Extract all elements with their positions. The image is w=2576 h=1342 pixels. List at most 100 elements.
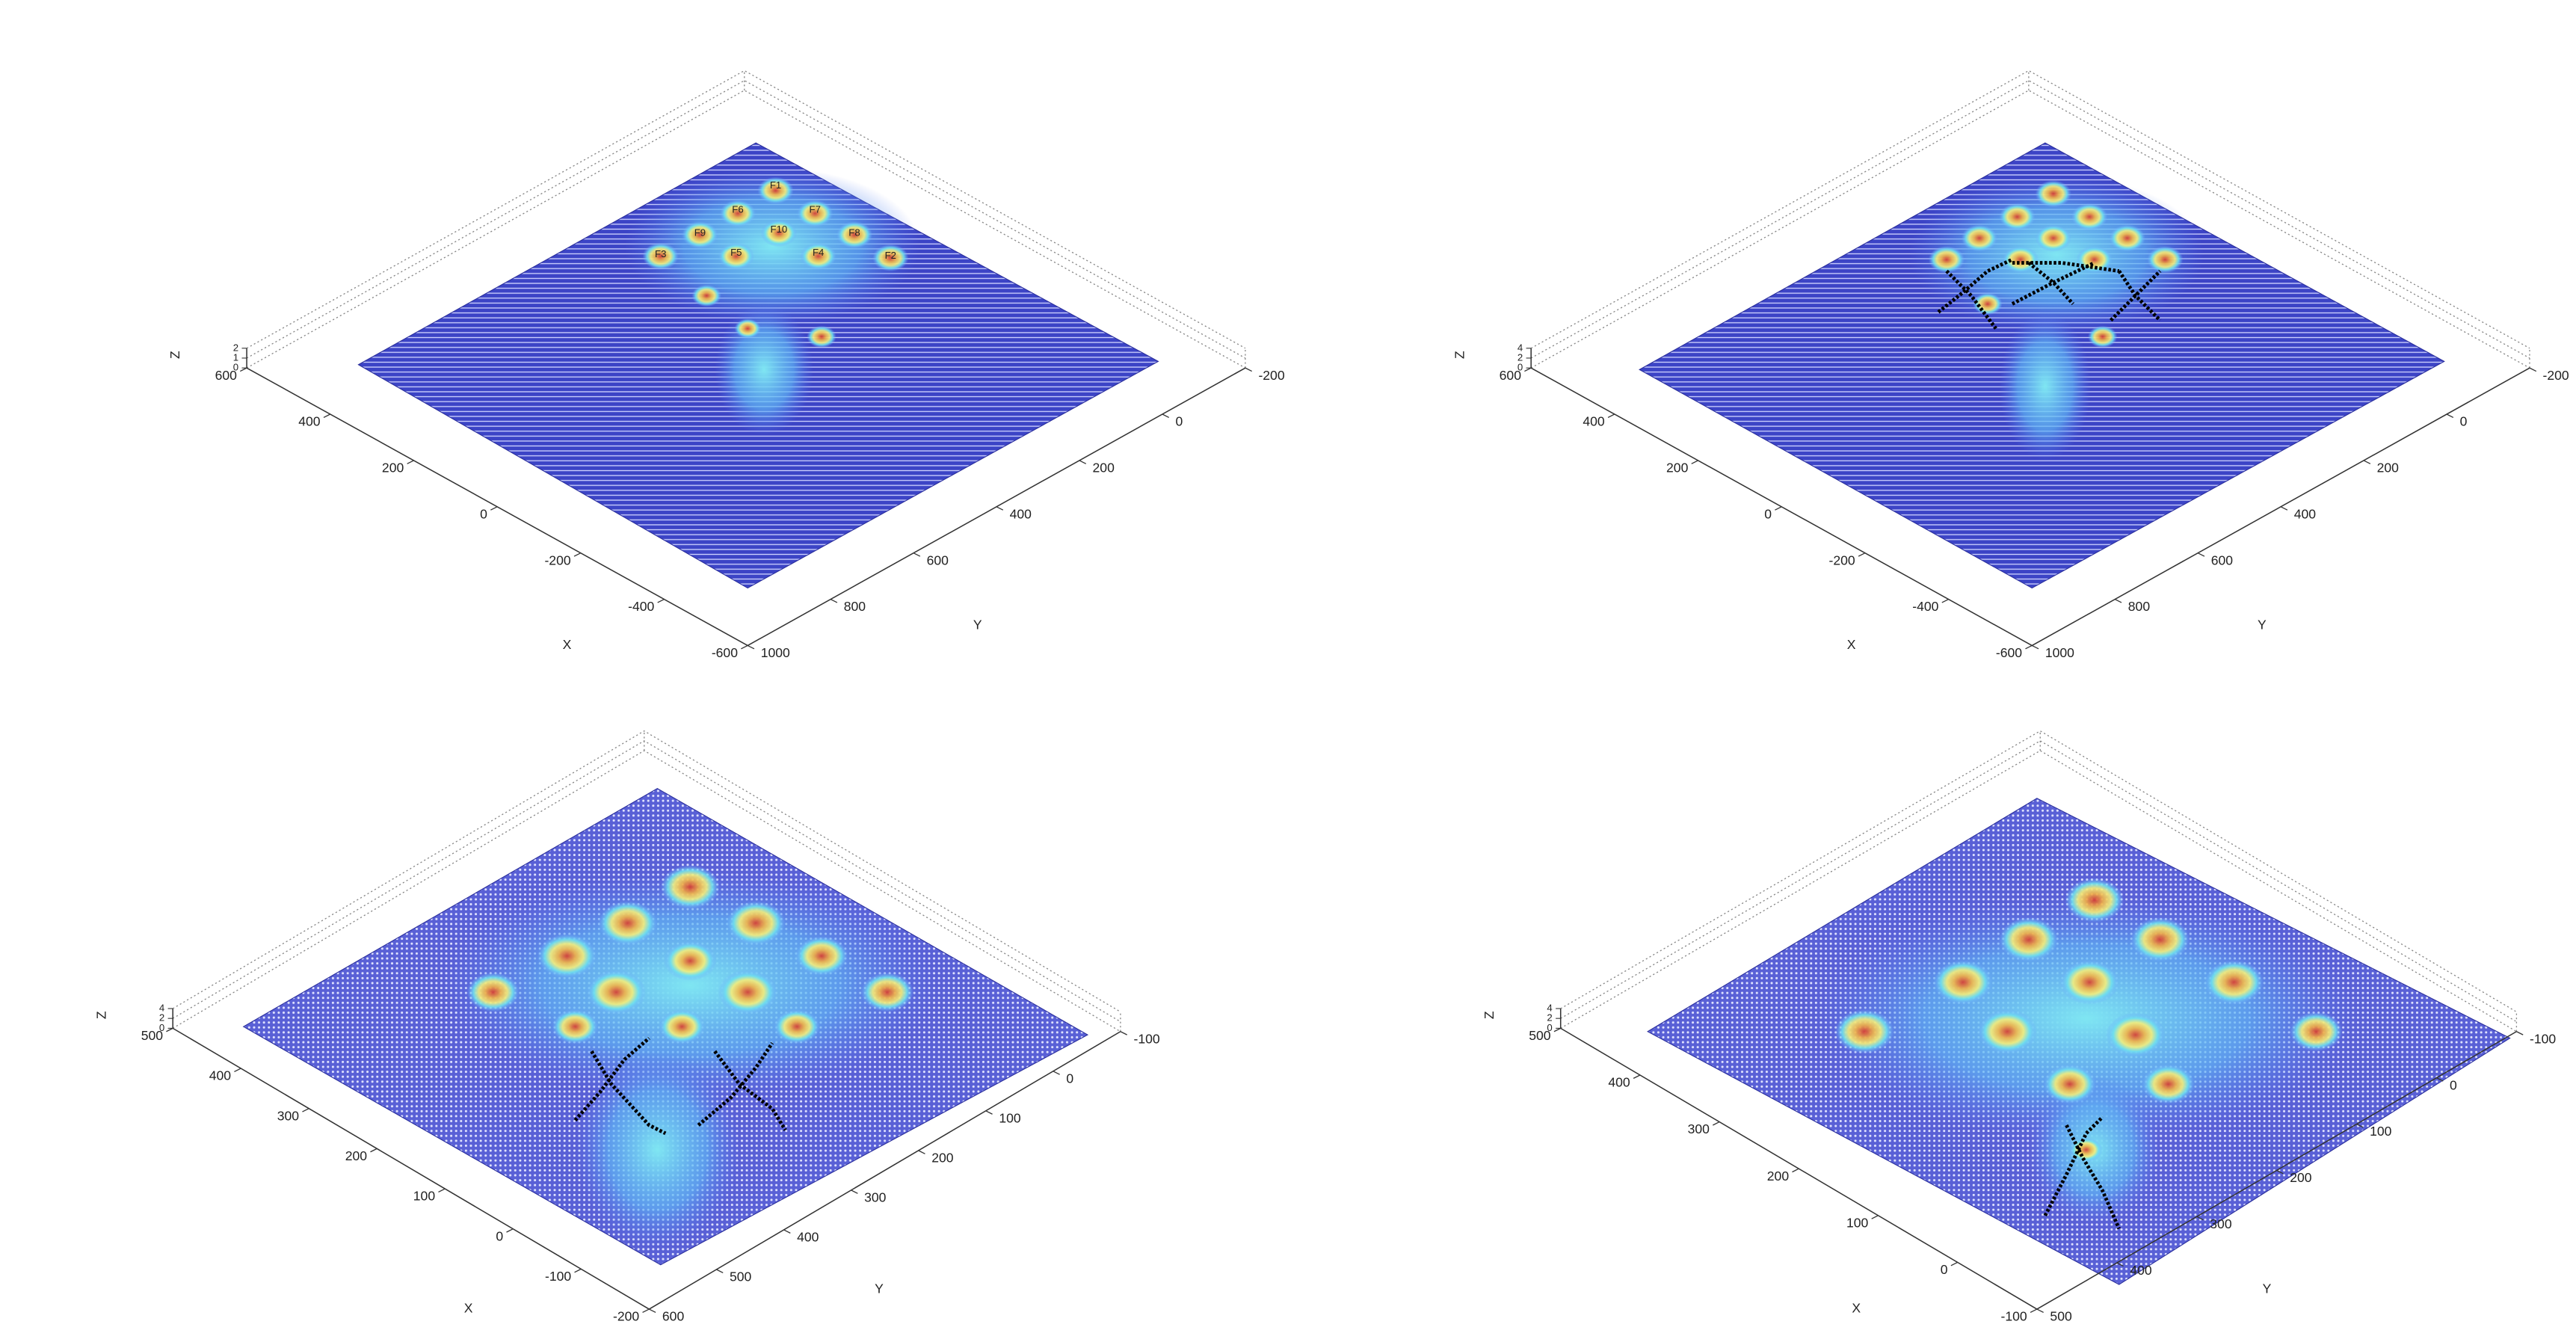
y-tick (2197, 553, 2205, 557)
x-tick-label: -400 (628, 599, 654, 614)
y-tick (913, 553, 921, 557)
x-tick-label: 400 (1608, 1075, 1630, 1090)
surface-peak (1999, 203, 2036, 231)
y-tick-label: 300 (864, 1190, 887, 1205)
z-grid-line (246, 90, 1246, 369)
y-tick (2436, 1077, 2444, 1082)
surface-peak (1999, 917, 2059, 962)
surface-peak (734, 318, 761, 339)
surface-peak (2043, 1064, 2096, 1104)
x-tick (407, 460, 414, 464)
y-tick (2446, 413, 2454, 419)
x-tick-label: 300 (277, 1108, 300, 1123)
surface-panel: -600 -400 -200 0 200 400 600 -200 0 200 400 600 800 1… (167, 70, 1285, 660)
peak-label: F5 (730, 247, 742, 258)
y-tick-label: 500 (730, 1269, 752, 1284)
y-tick (2529, 367, 2537, 372)
trajectory (573, 1036, 650, 1121)
x-tick (1858, 553, 1866, 557)
surface-peak (1973, 292, 2003, 316)
y-tick-label: 0 (1066, 1071, 1073, 1086)
y-tick-label: 300 (2210, 1216, 2232, 1231)
trajectory (2012, 261, 2120, 273)
y-tick-label: -200 (1258, 368, 1284, 383)
x-tick-label: 100 (1846, 1215, 1869, 1230)
x-tick (1950, 1261, 1958, 1266)
x-tick-label: 0 (1941, 1262, 1948, 1277)
surface-peak (2035, 224, 2071, 252)
peak-label: F1 (770, 179, 781, 191)
z-axis-label: Z (1482, 1011, 1497, 1019)
y-tick-label: 800 (2128, 599, 2151, 614)
z-grid-line (1530, 79, 2530, 359)
surface-peak (807, 325, 836, 348)
x-tick (1691, 460, 1698, 464)
y-tick-label: 400 (2294, 506, 2317, 521)
z-grid-line (1530, 90, 2530, 369)
x-tick (302, 1108, 309, 1112)
y-tick (747, 644, 755, 650)
y-tick (2280, 506, 2288, 511)
trajectory (2043, 1115, 2104, 1216)
surface-peak (2065, 878, 2124, 923)
trajectory (713, 1050, 787, 1131)
surface-peak (2002, 246, 2039, 274)
y-tick (2116, 1262, 2124, 1267)
surface-panel: -600 -400 -200 0 200 400 600 -200 0 200 400 600 800 1… (1452, 70, 2569, 660)
x-tick (490, 506, 498, 511)
x-tick-label: 300 (1688, 1121, 1710, 1136)
y-tick (2196, 1216, 2204, 1221)
surface-peak (774, 1009, 820, 1044)
surface-peak (2076, 246, 2113, 274)
surface-peak (2087, 325, 2118, 348)
x-tick (234, 1068, 241, 1073)
surface-peak (537, 934, 597, 979)
x-tick (2025, 644, 2033, 650)
trajectory (697, 1041, 774, 1127)
z-tick-label: 0 (159, 1022, 164, 1033)
y-tick-label: 100 (999, 1110, 1021, 1125)
y-tick-label: 400 (2130, 1263, 2152, 1278)
x-tick (2030, 1308, 2038, 1314)
trajectory (2011, 261, 2095, 306)
surface-peak (466, 972, 520, 1012)
x-tick (239, 367, 247, 372)
surface-peak (795, 936, 848, 976)
surface-peak (1834, 1009, 1894, 1054)
z-grid-line (246, 70, 1246, 349)
x-tick-label: 400 (298, 414, 321, 429)
surface-peak (718, 242, 754, 270)
y-tick-label: 200 (1093, 461, 1115, 475)
z-tick-label: 4 (159, 1002, 164, 1013)
z-tick-label: 2 (233, 342, 238, 353)
surface-peak (872, 244, 909, 272)
y-tick (1120, 1031, 1127, 1035)
y-tick-label: 100 (2370, 1124, 2392, 1139)
trajectory (1937, 257, 2013, 314)
x-tick (1607, 413, 1615, 419)
z-grid-line (246, 79, 1246, 359)
x-tick (323, 413, 331, 419)
y-tick (996, 506, 1004, 511)
y-tick (2276, 1169, 2284, 1175)
z-tick-label: 4 (1547, 1002, 1552, 1013)
x-axis-label: X (1852, 1301, 1861, 1316)
peak-label: F2 (885, 250, 896, 261)
y-tick-label: -200 (2543, 368, 2569, 383)
x-tick-label: 200 (1666, 461, 1689, 475)
x-axis-label: X (464, 1301, 473, 1316)
x-tick (1792, 1168, 1799, 1173)
y-tick (2363, 460, 2371, 464)
y-tick-label: 200 (2377, 461, 2400, 475)
surface-peak (586, 970, 646, 1015)
y-tick (2516, 1031, 2524, 1035)
x-tick (1941, 598, 1949, 603)
x-tick-label: -200 (544, 553, 570, 567)
x-tick-label: 600 (1500, 368, 1522, 383)
surface-peak (2106, 1012, 2166, 1057)
y-tick-label: 200 (931, 1151, 954, 1166)
z-tick-label: 1 (233, 351, 238, 363)
x-tick-label: -600 (712, 645, 738, 660)
